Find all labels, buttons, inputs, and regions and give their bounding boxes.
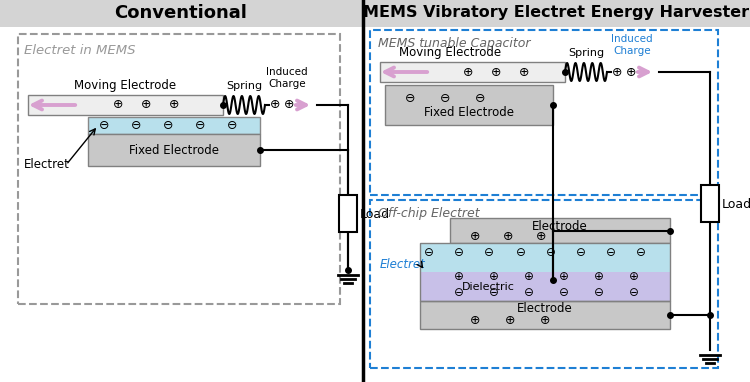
Text: Moving Electrode: Moving Electrode — [74, 79, 176, 92]
Text: $\ominus$: $\ominus$ — [404, 92, 416, 105]
Text: $\oplus$: $\oplus$ — [140, 99, 152, 112]
Text: $\oplus$: $\oplus$ — [536, 230, 547, 243]
Text: $\ominus$: $\ominus$ — [474, 92, 486, 105]
Text: Off-chip Electret: Off-chip Electret — [378, 207, 480, 220]
Text: $\oplus$: $\oplus$ — [470, 314, 481, 327]
Text: Spring: Spring — [568, 48, 604, 58]
Bar — [420, 243, 670, 272]
Text: $\ominus$: $\ominus$ — [482, 246, 494, 259]
Bar — [450, 218, 670, 243]
Text: Electret in MEMS: Electret in MEMS — [24, 44, 136, 57]
Text: Load: Load — [722, 197, 750, 210]
Text: Load: Load — [360, 207, 390, 220]
Text: $\oplus$: $\oplus$ — [470, 230, 481, 243]
Text: $\ominus$: $\ominus$ — [523, 286, 533, 299]
Text: $\oplus$: $\oplus$ — [269, 99, 280, 112]
Text: $\oplus$: $\oplus$ — [284, 99, 295, 112]
Text: Fixed Electrode: Fixed Electrode — [129, 144, 219, 157]
Text: Electrode: Electrode — [532, 220, 588, 233]
Bar — [420, 272, 670, 301]
Text: $\ominus$: $\ominus$ — [130, 119, 142, 132]
Bar — [420, 243, 670, 301]
Text: $\ominus$: $\ominus$ — [592, 286, 604, 299]
Text: $\oplus$: $\oplus$ — [168, 99, 180, 112]
Text: $\ominus$: $\ominus$ — [544, 246, 556, 259]
FancyBboxPatch shape — [370, 200, 718, 368]
Text: MEMS tunable Capacitor: MEMS tunable Capacitor — [378, 37, 530, 50]
Text: $\ominus$: $\ominus$ — [634, 246, 646, 259]
Text: $\ominus$: $\ominus$ — [557, 286, 568, 299]
Text: $\ominus$: $\ominus$ — [440, 92, 451, 105]
Text: $\oplus$: $\oplus$ — [611, 65, 622, 78]
Text: $\ominus$: $\ominus$ — [194, 119, 206, 132]
Text: $\oplus$: $\oplus$ — [626, 65, 637, 78]
Bar — [339, 195, 357, 232]
Text: $\oplus$: $\oplus$ — [452, 270, 464, 283]
Text: Electret: Electret — [24, 159, 70, 172]
Text: $\oplus$: $\oplus$ — [539, 314, 550, 327]
Text: Induced
Charge: Induced Charge — [611, 34, 652, 56]
Text: $\oplus$: $\oplus$ — [488, 270, 499, 283]
Text: $\oplus$: $\oplus$ — [503, 230, 514, 243]
Text: Fixed Electrode: Fixed Electrode — [424, 107, 514, 120]
Bar — [88, 117, 260, 134]
Text: $\oplus$: $\oplus$ — [557, 270, 568, 283]
Text: $\ominus$: $\ominus$ — [574, 246, 586, 259]
Text: $\oplus$: $\oplus$ — [523, 270, 533, 283]
Text: $\oplus$: $\oplus$ — [490, 65, 502, 78]
Text: $\oplus$: $\oplus$ — [112, 99, 124, 112]
Bar — [88, 134, 260, 166]
Bar — [420, 301, 670, 329]
Text: Induced
Charge: Induced Charge — [266, 67, 308, 89]
Text: $\ominus$: $\ominus$ — [452, 246, 464, 259]
Bar — [380, 62, 565, 82]
Bar — [701, 185, 719, 222]
Text: $\oplus$: $\oplus$ — [462, 65, 474, 78]
Text: $\ominus$: $\ominus$ — [452, 286, 464, 299]
Text: MEMS Vibratory Electret Energy Harvester: MEMS Vibratory Electret Energy Harvester — [363, 5, 749, 21]
Text: $\oplus$: $\oplus$ — [592, 270, 604, 283]
Text: Spring: Spring — [226, 81, 262, 91]
Bar — [0, 0, 750, 27]
FancyBboxPatch shape — [18, 34, 340, 304]
Text: $\ominus$: $\ominus$ — [226, 119, 238, 132]
Text: $\ominus$: $\ominus$ — [604, 246, 616, 259]
Bar — [28, 95, 223, 115]
Text: Moving Electrode: Moving Electrode — [399, 46, 501, 59]
Bar — [385, 85, 553, 125]
Text: $\oplus$: $\oplus$ — [518, 65, 530, 78]
Text: $\ominus$: $\ominus$ — [98, 119, 109, 132]
Text: Electrode: Electrode — [518, 303, 573, 316]
Text: $\ominus$: $\ominus$ — [514, 246, 526, 259]
Text: $\ominus$: $\ominus$ — [422, 246, 433, 259]
Text: $\ominus$: $\ominus$ — [628, 286, 638, 299]
Text: $\ominus$: $\ominus$ — [162, 119, 174, 132]
Text: Electret: Electret — [380, 257, 426, 270]
Text: $\oplus$: $\oplus$ — [628, 270, 638, 283]
Text: $\ominus$: $\ominus$ — [488, 286, 499, 299]
Text: $\oplus$: $\oplus$ — [504, 314, 516, 327]
Text: Dielectric: Dielectric — [462, 282, 514, 291]
FancyBboxPatch shape — [370, 30, 718, 195]
Text: Conventional: Conventional — [115, 4, 248, 22]
